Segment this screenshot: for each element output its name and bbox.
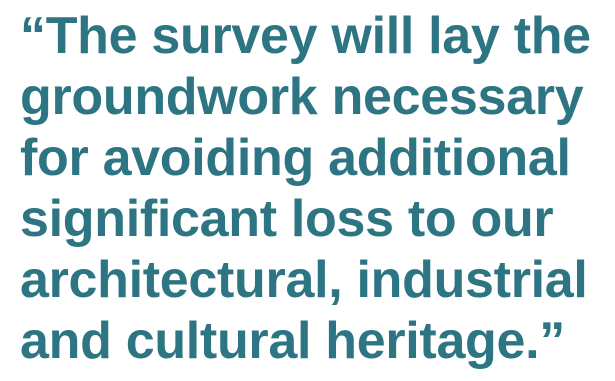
quote-line-1: “The survey will lay the <box>20 7 591 65</box>
quote-line-2: groundwork necessary <box>20 68 584 126</box>
quote-line-4: significant loss to our <box>20 190 554 248</box>
pull-quote: “The survey will lay the groundwork nece… <box>20 6 615 372</box>
quote-line-5: architectural, industrial <box>20 251 588 309</box>
quote-line-6: and cultural heritage.” <box>20 312 565 370</box>
quote-line-3: for avoiding additional <box>20 129 571 187</box>
